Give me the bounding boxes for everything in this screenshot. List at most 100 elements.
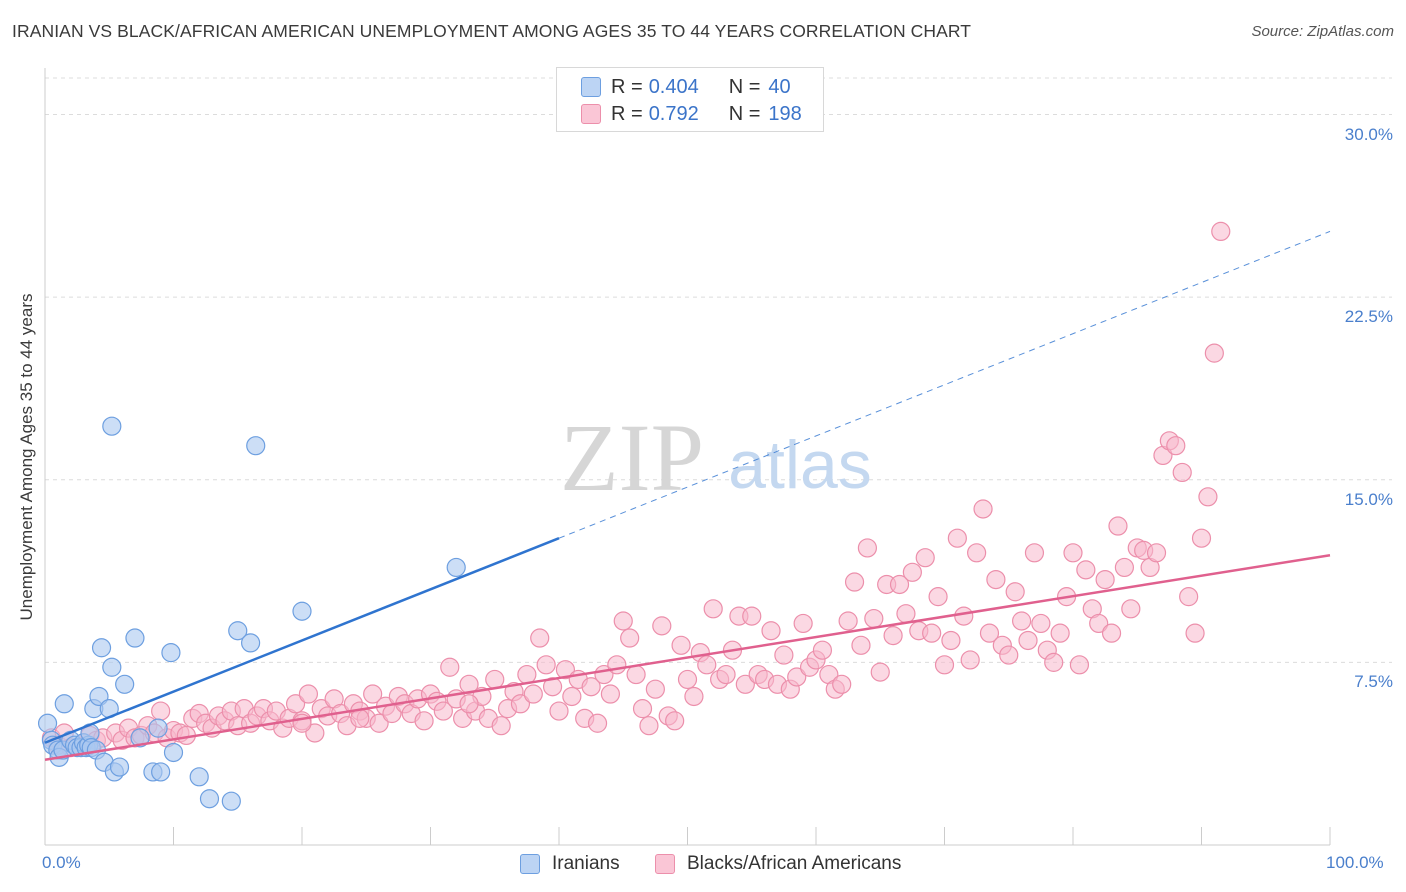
blacks-point xyxy=(632,699,653,719)
legend-swatch-blacks xyxy=(655,854,675,874)
iranians-point xyxy=(130,728,150,748)
blacks-point xyxy=(652,616,672,636)
source-credit: Source: ZipAtlas.com xyxy=(1251,23,1394,40)
blacks-point xyxy=(947,528,967,548)
blacks-point xyxy=(941,630,961,651)
blacks-point xyxy=(902,562,922,582)
legend-n-label: N = xyxy=(728,102,761,125)
blacks-point xyxy=(1095,569,1115,590)
watermark-zip: ZIP xyxy=(560,404,704,511)
blacks-point xyxy=(1011,611,1032,631)
iranians-point xyxy=(241,633,261,653)
blacks-point xyxy=(1191,528,1212,548)
blacks-point xyxy=(626,664,646,685)
blacks-point xyxy=(896,604,916,624)
legend-r-label: R = xyxy=(611,102,643,125)
blacks-point xyxy=(645,679,665,699)
watermark: ZIP atlas xyxy=(560,404,872,511)
iranians-point xyxy=(446,557,466,578)
iranians-point xyxy=(148,718,168,738)
legend-r-value: 0.792 xyxy=(648,102,699,125)
iranians-point xyxy=(292,601,312,621)
blacks-point xyxy=(832,674,852,694)
trend-lines xyxy=(44,230,1331,762)
iranians-point xyxy=(151,762,171,782)
legend-row-blacks: R = 0.792 N = 198 xyxy=(581,102,802,126)
iranians-point xyxy=(161,643,181,663)
blacks-point xyxy=(298,684,319,704)
blacks-point xyxy=(928,587,948,607)
blacks-point xyxy=(838,611,858,631)
legend-swatch-blacks xyxy=(581,104,601,124)
iranians-point xyxy=(228,621,248,641)
legend-swatch-iranians xyxy=(520,854,540,874)
blacks-point xyxy=(677,669,698,690)
blacks-point xyxy=(305,723,325,743)
blacks-point xyxy=(967,543,987,563)
blacks-point xyxy=(433,701,453,721)
legend-row-iranians: R = 0.404 N = 40 xyxy=(581,75,791,99)
blacks-point xyxy=(844,572,865,592)
legend-item-iranians[interactable]: Iranians xyxy=(520,853,620,875)
blacks-point xyxy=(1005,582,1025,602)
blacks-point xyxy=(151,701,171,721)
blacks-point xyxy=(1063,543,1083,563)
blacks-point xyxy=(883,625,903,646)
iranians-point xyxy=(91,638,112,658)
blacks-point xyxy=(1114,557,1135,578)
blacks-point xyxy=(761,621,781,641)
correlation-legend: R = 0.404 N = 40 R = 0.792 N = 198 xyxy=(556,67,824,132)
series-legend: Iranians Blacks/African Americans xyxy=(0,853,1406,877)
blacks-point xyxy=(1166,436,1186,456)
blacks-point xyxy=(1024,543,1045,563)
blacks-point xyxy=(812,640,833,660)
legend-n-value: 198 xyxy=(768,102,802,125)
blacks-point xyxy=(716,664,736,685)
blacks-point xyxy=(954,606,974,626)
iranians-trend-line xyxy=(44,537,560,744)
grid-lines xyxy=(45,77,1392,663)
iranians-point xyxy=(189,767,209,787)
chart-title: IRANIAN VS BLACK/AFRICAN AMERICAN UNEMPL… xyxy=(12,21,972,41)
blacks-point xyxy=(1044,652,1064,672)
blacks-point xyxy=(1121,599,1141,619)
x-tick-min: 0.0% xyxy=(42,853,81,872)
blacks-point xyxy=(562,686,582,707)
blacks-point xyxy=(934,655,955,675)
y-tick-label: 22.5% xyxy=(1344,307,1393,327)
blacks-point xyxy=(986,569,1006,590)
blacks-point xyxy=(620,628,640,648)
blacks-point xyxy=(1018,630,1038,651)
blacks-point xyxy=(510,694,531,714)
blacks-trend-line xyxy=(44,554,1331,762)
blacks-point xyxy=(979,623,1000,643)
blacks-point xyxy=(459,694,479,714)
blacks-point xyxy=(1179,587,1199,607)
legend-n-value: 40 xyxy=(768,75,791,98)
blacks-point xyxy=(639,716,659,736)
blacks-point xyxy=(973,499,993,519)
y-tick-label: 7.5% xyxy=(1354,672,1393,692)
blacks-point xyxy=(363,684,383,704)
legend-label-blacks: Blacks/African Americans xyxy=(687,853,902,874)
blacks-point xyxy=(607,655,627,675)
legend-item-blacks[interactable]: Blacks/African Americans xyxy=(655,853,901,875)
y-tick-label: 30.0% xyxy=(1344,124,1393,144)
blacks-point xyxy=(530,628,550,648)
blacks-point xyxy=(613,611,633,631)
blacks-point xyxy=(1108,516,1128,536)
blacks-point xyxy=(549,701,569,721)
blacks-point xyxy=(703,599,723,619)
blacks-point xyxy=(1069,655,1090,675)
iranians-point xyxy=(37,713,58,733)
blacks-point xyxy=(665,711,685,731)
blacks-point xyxy=(857,538,878,558)
blacks-point xyxy=(1050,623,1070,643)
legend-r-value: 0.404 xyxy=(648,75,699,98)
blacks-point xyxy=(1031,613,1051,634)
blacks-point xyxy=(851,635,871,655)
blacks-point xyxy=(1211,221,1231,241)
blacks-point xyxy=(1076,560,1096,580)
blacks-point xyxy=(1089,613,1109,634)
